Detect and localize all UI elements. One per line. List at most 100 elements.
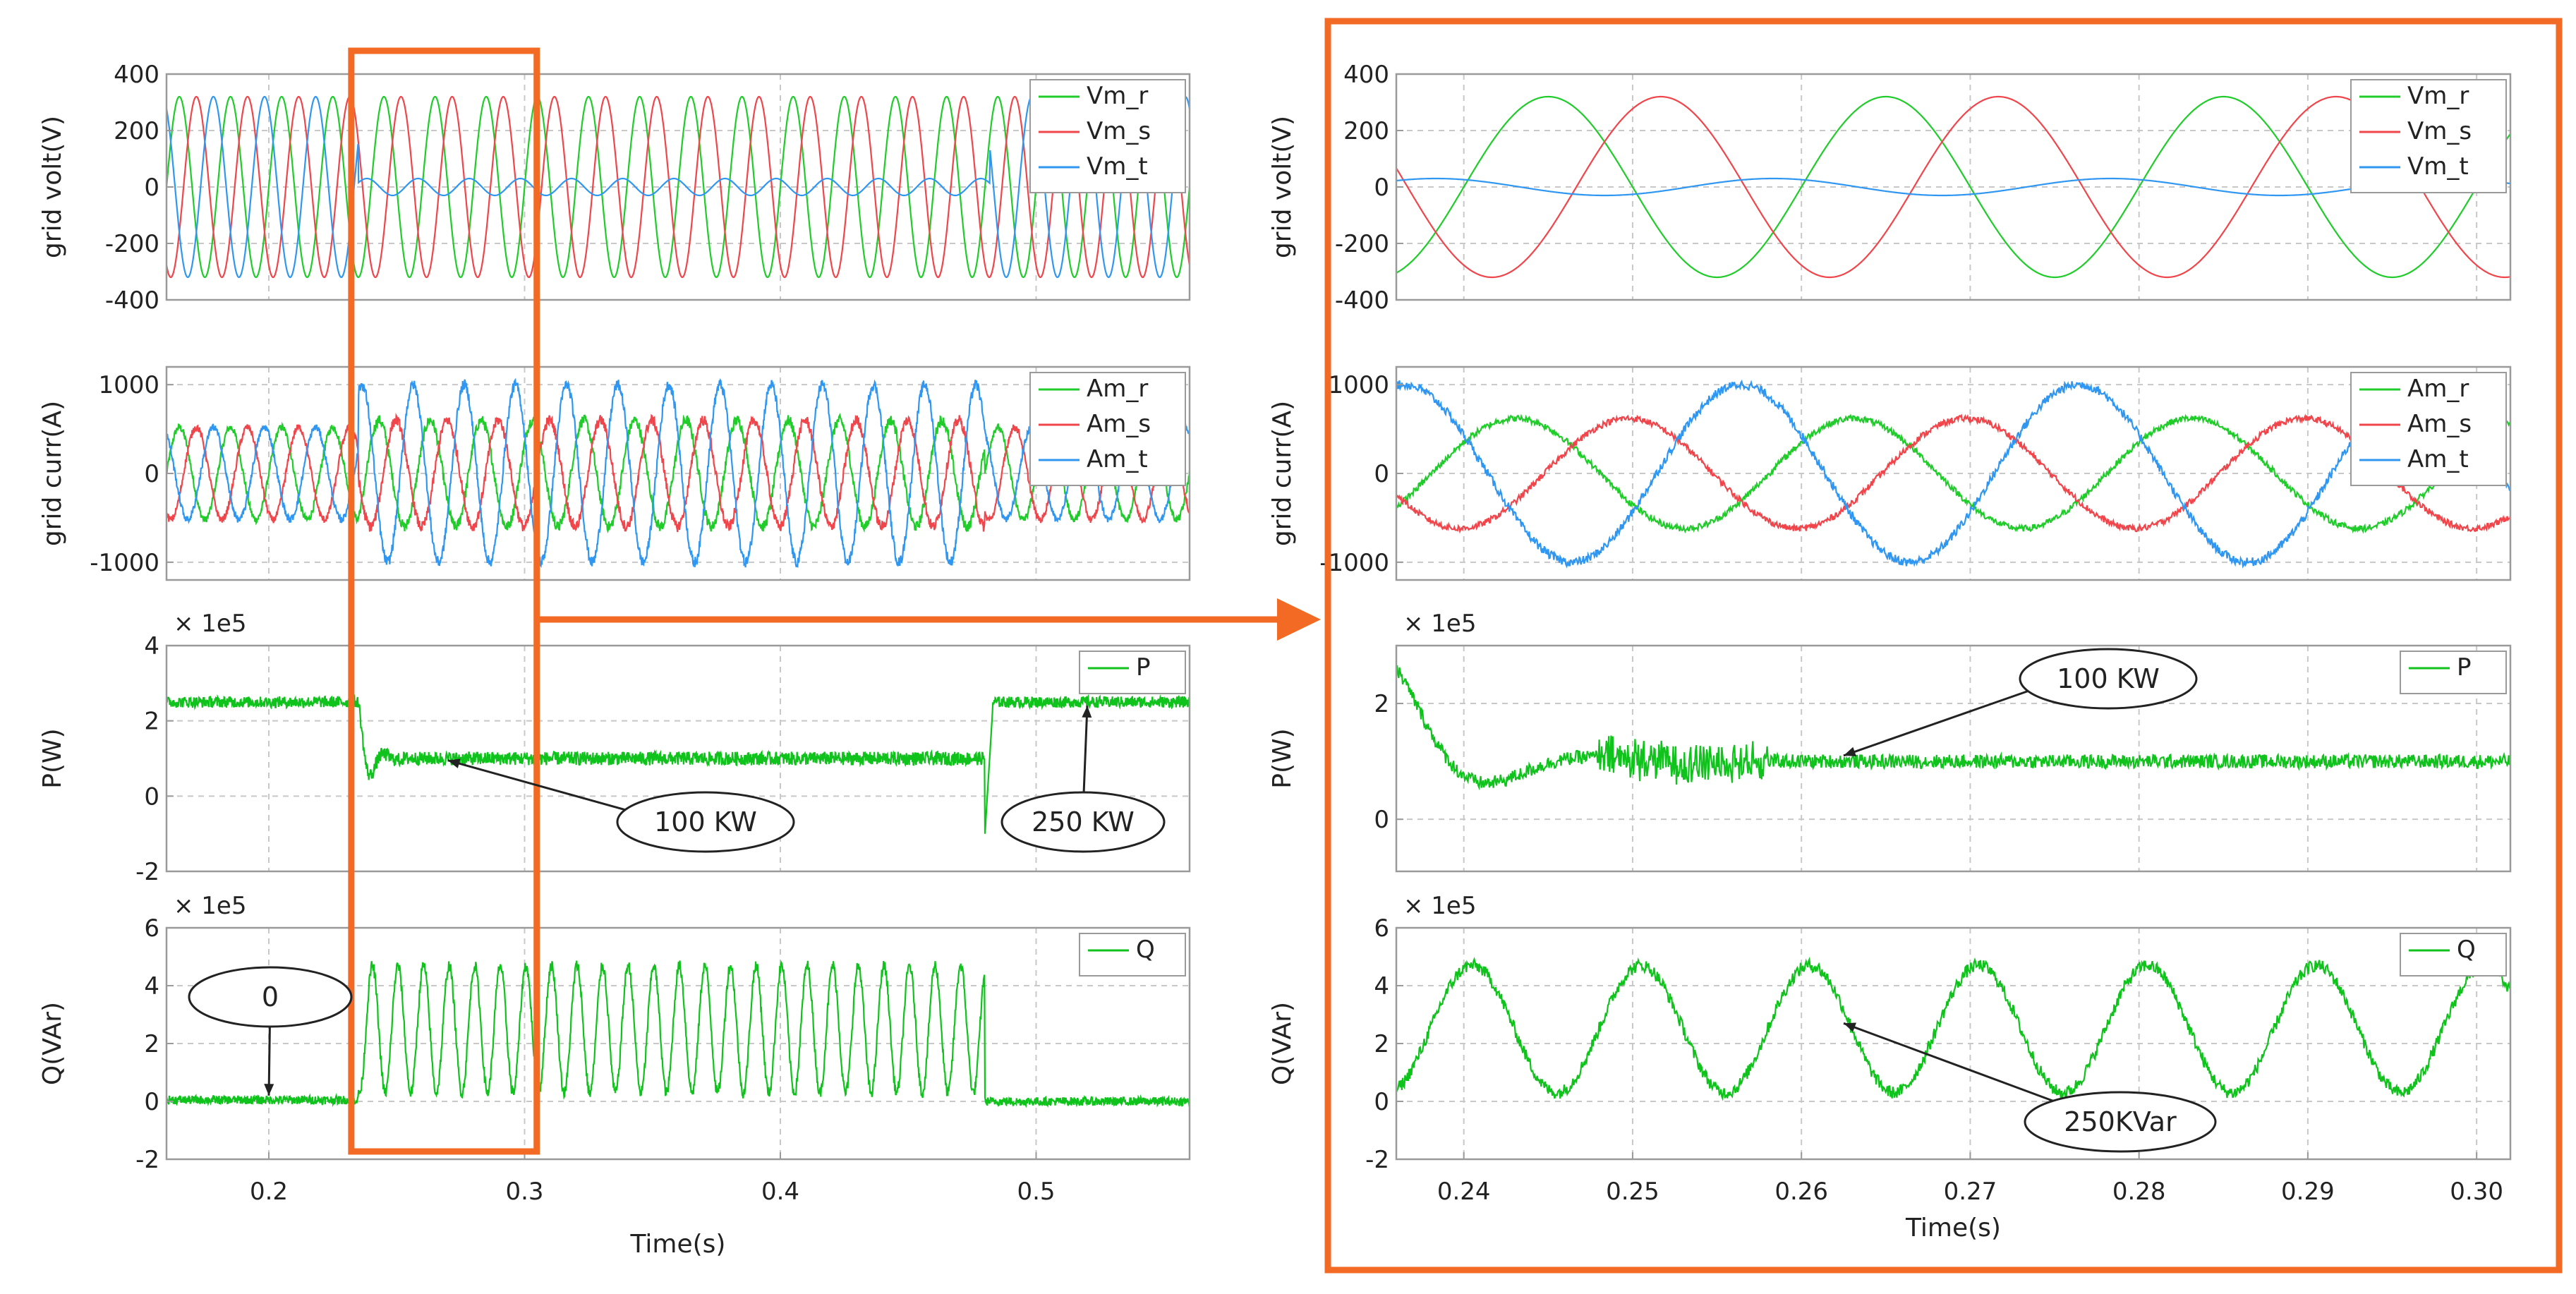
right-p-panel: 2 0 P(W) × 1e5 P	[1268, 610, 2512, 873]
y-tick-label: 0	[144, 782, 159, 811]
y-tick-label: 6	[144, 914, 159, 943]
left-p-panel: 4 2 0 -2 P(W) × 1e5 P	[38, 610, 1191, 886]
legend-label: Vm_t	[1087, 152, 1148, 181]
y-tick-label: -400	[1335, 286, 1389, 315]
callout-arrowhead	[1843, 1022, 1856, 1032]
left-volt-series-vm-s	[167, 95, 1190, 279]
legend-label: Am_s	[2407, 410, 2472, 438]
plot-frame	[1395, 644, 2512, 873]
y-axis-label: grid volt(V)	[1268, 116, 1297, 258]
legend-box	[2400, 933, 2507, 976]
x-tick-label: 0.30	[2450, 1178, 2503, 1206]
x-tick-label: 0.29	[2281, 1178, 2335, 1206]
right-curr-series-am-t	[1396, 379, 2510, 569]
legend-label: P	[2457, 653, 2472, 682]
y-axis-label: grid volt(V)	[38, 116, 67, 258]
left-curr-series-am-t	[167, 377, 1190, 569]
legend-label: Q	[2457, 936, 2476, 964]
y-axis-label: P(W)	[38, 728, 67, 788]
annotation-callout: 0	[188, 966, 353, 1096]
axis-multiplier: × 1e5	[1403, 892, 1476, 920]
zoom-window-box	[348, 47, 540, 1155]
callout-bubble	[2019, 648, 2198, 710]
callout-label: 250KVar	[2064, 1106, 2177, 1137]
y-tick-label: 6	[1374, 914, 1389, 943]
right-q-series-q	[1396, 956, 2510, 1101]
legend-label: Q	[1136, 936, 1155, 964]
y-tick-label: 1000	[98, 371, 159, 399]
x-tick-label: 0.4	[761, 1178, 799, 1206]
left-volt-panel: 400 200 0 -200 -400 grid volt(V) Vm_r Vm_s Vm_t	[38, 61, 1191, 315]
x-tick-label: 0.24	[1437, 1178, 1491, 1206]
x-axis-label: Time(s)	[1905, 1214, 2001, 1242]
y-tick-label: -2	[135, 1146, 159, 1174]
callout-bubble	[1000, 791, 1166, 853]
y-tick-label: 2	[1374, 690, 1389, 718]
legend-label: P	[1136, 653, 1151, 682]
y-tick-label: -2	[135, 858, 159, 886]
x-tick-label: 0.25	[1606, 1178, 1659, 1206]
legend-label: Am_r	[2407, 375, 2469, 403]
x-tick-label: 0.2	[250, 1178, 288, 1206]
y-tick-label: 2	[144, 708, 159, 736]
x-tick-label: 0.5	[1017, 1178, 1055, 1206]
right-curr-series-am-s	[1396, 413, 2510, 534]
x-tick-label: 0.28	[2112, 1178, 2166, 1206]
y-tick-label: 2	[1374, 1030, 1389, 1058]
callout-arrowhead	[447, 758, 461, 768]
y-tick-label: -400	[105, 286, 159, 315]
callout-label: 250 KW	[1032, 806, 1135, 838]
legend-box	[1079, 933, 1186, 976]
y-tick-label: 0	[1374, 174, 1389, 202]
y-axis-label: grid curr(A)	[1268, 401, 1297, 546]
y-tick-label: 0	[1374, 1088, 1389, 1116]
axis-multiplier: × 1e5	[174, 892, 246, 920]
right-q-panel: 6 4 2 0 -2 Q(VAr) × 1e5 Q	[1268, 892, 2512, 1174]
right-volt-series-vm-s	[1396, 95, 2510, 279]
legend-box	[1079, 651, 1186, 694]
y-tick-label: -1000	[1319, 549, 1389, 577]
y-axis-label: Q(VAr)	[1268, 1002, 1297, 1085]
annotation-callout: 100 KW	[1843, 648, 2198, 757]
x-axis-label: Time(s)	[630, 1230, 726, 1259]
legend-box	[2350, 79, 2507, 193]
y-tick-label: -200	[105, 230, 159, 258]
y-tick-label: -1000	[90, 549, 159, 577]
y-tick-label: -200	[1335, 230, 1389, 258]
y-tick-label: 0	[144, 460, 159, 488]
callout-bubble	[188, 966, 353, 1028]
right-p-series-p	[1396, 665, 2510, 791]
left-volt-series-vm-r	[167, 96, 1190, 278]
y-tick-label: 1000	[1328, 371, 1389, 399]
legend-box	[1029, 372, 1186, 486]
left-q-series-q	[167, 960, 1190, 1108]
legend-label: Am_t	[2407, 445, 2469, 473]
x-tick-label: 0.3	[505, 1178, 543, 1206]
legend-label: Vm_t	[2407, 152, 2469, 181]
annotation-callout: 250KVar	[1843, 1022, 2217, 1153]
zoom-connector-arrowhead	[1277, 598, 1321, 641]
y-tick-label: -2	[1365, 1146, 1389, 1174]
x-tick-label: 0.27	[1944, 1178, 1997, 1206]
y-axis-label: P(W)	[1268, 728, 1297, 788]
legend-label: Vm_s	[2407, 117, 2472, 145]
left-curr-panel: 1000 0 -1000 grid curr(A) Am_r Am_s Am_t	[38, 365, 1191, 581]
callout-arrowhead	[264, 1084, 274, 1096]
legend-label: Vm_r	[2407, 82, 2469, 110]
axis-multiplier: × 1e5	[174, 610, 246, 638]
callout-label: 0	[262, 981, 279, 1012]
right-volt-series-vm-t	[1396, 177, 2510, 197]
legend-label: Vm_s	[1087, 117, 1151, 145]
legend-label: Am_r	[1087, 375, 1148, 403]
y-tick-label: 400	[1343, 61, 1389, 89]
right-curr-panel: 1000 0 -1000 grid curr(A) Am_r Am_s Am_t	[1268, 365, 2512, 581]
y-tick-label: 0	[144, 174, 159, 202]
legend-label: Am_t	[1087, 445, 1148, 473]
callout-label: 100 KW	[2057, 663, 2160, 694]
left-volt-series-vm-t	[167, 95, 1190, 279]
legend-box	[2350, 372, 2507, 486]
y-tick-label: 200	[1343, 117, 1389, 145]
y-tick-label: 400	[114, 61, 159, 89]
